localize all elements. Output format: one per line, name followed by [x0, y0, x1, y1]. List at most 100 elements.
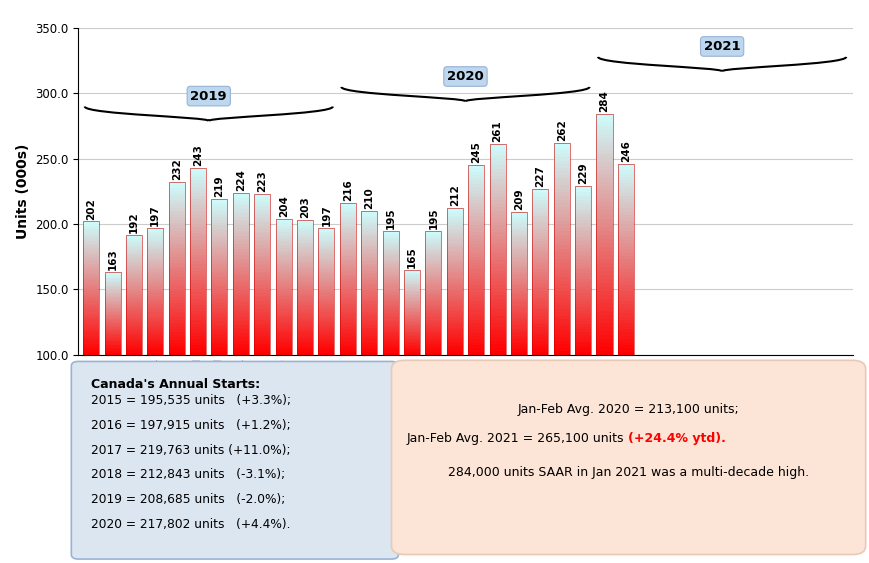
Bar — [169, 292, 184, 294]
Bar — [233, 239, 249, 242]
Bar — [574, 332, 590, 335]
Bar — [254, 210, 270, 213]
Bar — [446, 223, 462, 225]
Bar — [446, 243, 462, 245]
Bar — [254, 288, 270, 291]
Bar — [361, 276, 377, 278]
Bar — [446, 213, 462, 216]
Bar — [446, 282, 462, 284]
Bar — [211, 230, 227, 233]
Bar — [361, 319, 377, 321]
Bar — [574, 245, 590, 248]
Bar — [553, 249, 569, 252]
Bar — [275, 346, 291, 348]
Bar — [361, 285, 377, 288]
Bar — [233, 274, 249, 276]
Bar — [169, 248, 184, 251]
Bar — [574, 239, 590, 242]
Text: 195: 195 — [428, 207, 438, 229]
Bar — [83, 224, 99, 226]
Bar — [340, 249, 355, 251]
Bar — [340, 294, 355, 297]
Bar — [532, 227, 547, 230]
Bar — [296, 323, 313, 325]
Bar — [189, 320, 206, 324]
Bar — [617, 310, 634, 314]
Bar — [147, 300, 163, 302]
Bar — [553, 210, 569, 213]
Bar — [318, 308, 334, 310]
Bar — [211, 238, 227, 241]
Bar — [254, 229, 270, 231]
Bar — [617, 342, 634, 345]
Bar — [468, 187, 484, 190]
Bar — [574, 298, 590, 301]
Bar — [169, 337, 184, 340]
Bar — [126, 348, 142, 351]
Bar — [382, 257, 398, 260]
Bar — [169, 269, 184, 271]
Bar — [489, 166, 505, 169]
Bar — [489, 337, 505, 341]
Bar — [596, 307, 612, 311]
Bar — [318, 293, 334, 296]
Bar — [254, 274, 270, 277]
Bar — [189, 280, 206, 283]
Bar — [296, 312, 313, 314]
Bar — [318, 232, 334, 234]
Bar — [340, 352, 355, 355]
Bar — [340, 203, 355, 205]
Bar — [468, 190, 484, 194]
Bar — [382, 253, 398, 256]
Bar — [361, 235, 377, 238]
Bar — [126, 279, 142, 280]
Bar — [553, 330, 569, 333]
Bar — [296, 334, 313, 337]
Bar — [233, 279, 249, 282]
Bar — [596, 190, 612, 194]
Bar — [275, 307, 291, 310]
Bar — [425, 318, 441, 320]
Bar — [340, 302, 355, 304]
Bar — [361, 336, 377, 338]
Bar — [83, 266, 99, 268]
Bar — [403, 332, 420, 333]
Bar — [83, 257, 99, 259]
Bar — [211, 259, 227, 261]
Bar — [104, 282, 121, 283]
Bar — [361, 347, 377, 350]
Bar — [468, 166, 484, 168]
Bar — [596, 254, 612, 258]
Bar — [126, 337, 142, 339]
Bar — [553, 221, 569, 224]
Bar — [340, 205, 355, 208]
Bar — [489, 348, 505, 351]
Bar — [296, 330, 313, 332]
Bar — [126, 329, 142, 330]
Bar — [104, 339, 121, 341]
Bar — [532, 278, 547, 280]
Bar — [617, 221, 634, 225]
Bar — [510, 284, 527, 286]
Bar — [361, 238, 377, 240]
Bar — [382, 231, 398, 233]
Bar — [147, 319, 163, 321]
Bar — [340, 299, 355, 302]
Bar — [382, 263, 398, 266]
Bar — [382, 249, 398, 251]
Bar — [510, 229, 527, 231]
Bar — [169, 257, 184, 260]
Bar — [574, 217, 590, 220]
Bar — [189, 271, 206, 274]
Bar — [382, 284, 398, 287]
Bar — [489, 257, 505, 260]
Bar — [169, 283, 184, 286]
Bar — [617, 326, 634, 329]
Bar — [254, 256, 270, 258]
Bar — [382, 345, 398, 346]
Bar — [446, 262, 462, 265]
Bar — [382, 309, 398, 311]
Bar — [489, 215, 505, 218]
Bar — [275, 219, 291, 221]
Bar — [382, 245, 398, 247]
